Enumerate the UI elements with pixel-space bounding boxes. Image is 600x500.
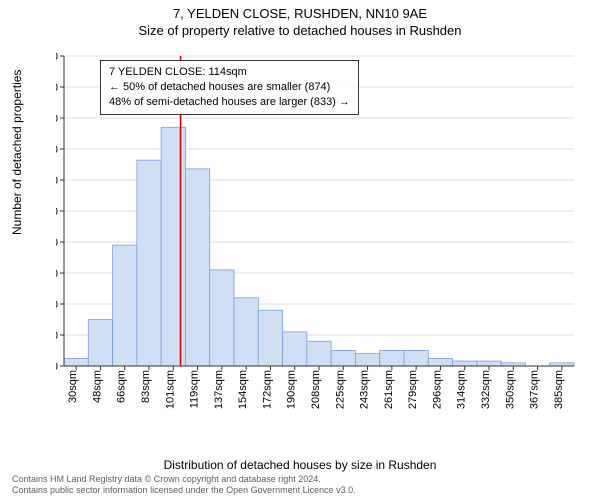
info-box-line: 48% of semi-detached houses are larger (… [109, 95, 350, 110]
svg-text:137sqm: 137sqm [213, 370, 225, 409]
svg-text:243sqm: 243sqm [359, 370, 371, 409]
x-axis-title: Distribution of detached houses by size … [0, 458, 600, 472]
svg-text:30sqm: 30sqm [67, 370, 79, 403]
svg-text:279sqm: 279sqm [407, 370, 419, 409]
svg-text:350: 350 [56, 144, 58, 156]
footer-line2: Contains public sector information licen… [12, 485, 356, 496]
svg-text:48sqm: 48sqm [91, 370, 103, 403]
svg-text:119sqm: 119sqm [189, 370, 201, 408]
svg-text:225sqm: 225sqm [334, 370, 346, 409]
y-axis-label: Number of detached properties [10, 70, 24, 235]
svg-text:150: 150 [56, 268, 58, 280]
svg-text:208sqm: 208sqm [310, 370, 322, 409]
footer-credits: Contains HM Land Registry data © Crown c… [12, 474, 356, 496]
svg-text:200: 200 [56, 237, 58, 249]
footer-line1: Contains HM Land Registry data © Crown c… [12, 474, 356, 485]
svg-text:332sqm: 332sqm [480, 370, 492, 409]
svg-text:350sqm: 350sqm [504, 370, 516, 409]
svg-text:250: 250 [56, 206, 58, 218]
svg-text:172sqm: 172sqm [261, 370, 273, 409]
svg-text:83sqm: 83sqm [140, 370, 152, 403]
svg-text:101sqm: 101sqm [164, 370, 176, 409]
page-subtitle: Size of property relative to detached ho… [0, 21, 600, 42]
svg-text:385sqm: 385sqm [553, 370, 565, 409]
svg-text:314sqm: 314sqm [456, 370, 468, 409]
info-box: 7 YELDEN CLOSE: 114sqm← 50% of detached … [100, 60, 359, 115]
svg-text:261sqm: 261sqm [383, 370, 395, 409]
svg-text:450: 450 [56, 82, 58, 94]
svg-text:0: 0 [56, 361, 58, 373]
svg-text:190sqm: 190sqm [286, 370, 298, 409]
svg-text:50: 50 [56, 330, 58, 342]
svg-text:66sqm: 66sqm [116, 370, 128, 403]
svg-text:100: 100 [56, 299, 58, 311]
info-box-line: ← 50% of detached houses are smaller (87… [109, 80, 350, 95]
svg-text:300: 300 [56, 175, 58, 187]
svg-text:154sqm: 154sqm [237, 370, 249, 409]
page-address-title: 7, YELDEN CLOSE, RUSHDEN, NN10 9AE [0, 0, 600, 21]
svg-text:296sqm: 296sqm [431, 370, 443, 409]
svg-text:500: 500 [56, 51, 58, 63]
svg-text:400: 400 [56, 113, 58, 125]
info-box-line: 7 YELDEN CLOSE: 114sqm [109, 65, 350, 80]
svg-text:367sqm: 367sqm [529, 370, 541, 409]
